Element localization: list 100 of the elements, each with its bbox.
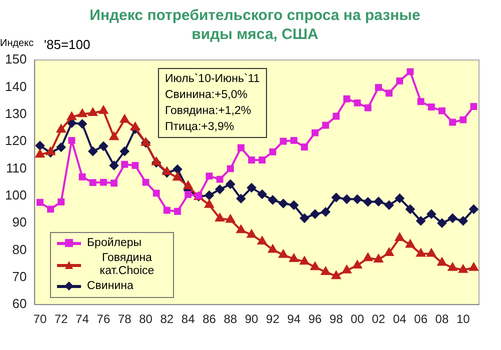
point bbox=[163, 206, 170, 214]
point bbox=[132, 162, 139, 169]
point bbox=[416, 248, 426, 257]
point bbox=[173, 164, 182, 174]
x-tick-label: 84 bbox=[181, 312, 196, 326]
point bbox=[78, 173, 86, 180]
point bbox=[100, 178, 107, 186]
y-tick-label: 140 bbox=[4, 78, 27, 94]
point bbox=[268, 244, 278, 253]
point bbox=[300, 256, 309, 265]
x-tick-label: 06 bbox=[414, 312, 428, 326]
x-tick-label: 72 bbox=[54, 312, 68, 326]
x-tick-label: 86 bbox=[202, 312, 216, 326]
legend-label: Говядина кат.Choice bbox=[98, 252, 156, 278]
x-tick-label: 92 bbox=[266, 312, 280, 326]
point bbox=[36, 150, 44, 158]
x-tick-label: 10 bbox=[456, 312, 470, 326]
y-axis-title: Индекс bbox=[0, 38, 34, 49]
point bbox=[343, 95, 350, 102]
point bbox=[68, 136, 76, 144]
x-tick-label: 08 bbox=[435, 312, 449, 326]
x-tick-label: 94 bbox=[287, 312, 301, 326]
point bbox=[384, 248, 394, 256]
point bbox=[312, 129, 319, 136]
point bbox=[78, 119, 87, 128]
point bbox=[416, 216, 426, 226]
point bbox=[375, 84, 382, 91]
point bbox=[67, 112, 76, 120]
point bbox=[458, 216, 468, 226]
point bbox=[110, 180, 118, 187]
point bbox=[121, 160, 128, 168]
point bbox=[98, 106, 108, 114]
point bbox=[46, 147, 56, 156]
point bbox=[300, 143, 308, 150]
point bbox=[173, 172, 182, 181]
point bbox=[352, 260, 362, 268]
point bbox=[396, 77, 404, 84]
point bbox=[58, 198, 65, 206]
point bbox=[469, 262, 478, 271]
point bbox=[174, 208, 181, 215]
point bbox=[321, 207, 330, 216]
point bbox=[363, 253, 372, 262]
point bbox=[448, 214, 458, 223]
point bbox=[152, 157, 161, 166]
point bbox=[88, 108, 98, 116]
x-tick-label: 74 bbox=[76, 312, 90, 326]
point bbox=[226, 180, 235, 189]
y-tick-label: 60 bbox=[12, 296, 27, 312]
point bbox=[110, 160, 119, 170]
point bbox=[236, 194, 246, 204]
point bbox=[269, 148, 276, 156]
point bbox=[236, 225, 246, 234]
point bbox=[332, 271, 341, 280]
point bbox=[460, 116, 467, 124]
point bbox=[342, 265, 352, 274]
point bbox=[437, 218, 446, 228]
y-tick-label: 110 bbox=[6, 160, 27, 176]
annotation: Свинина:+5,0% bbox=[165, 88, 248, 103]
point bbox=[258, 156, 266, 164]
x-tick-label: 00 bbox=[350, 312, 364, 326]
point bbox=[417, 98, 424, 106]
point bbox=[36, 198, 44, 206]
point bbox=[89, 179, 96, 186]
point bbox=[184, 181, 193, 190]
point bbox=[204, 190, 214, 200]
point bbox=[374, 197, 383, 206]
point bbox=[278, 199, 288, 208]
point bbox=[470, 103, 478, 110]
point bbox=[152, 190, 160, 197]
point bbox=[88, 146, 98, 156]
x-tick-label: 78 bbox=[118, 312, 132, 326]
point bbox=[395, 194, 404, 203]
point bbox=[258, 236, 267, 245]
point bbox=[206, 172, 213, 180]
point bbox=[332, 112, 340, 120]
point bbox=[364, 104, 372, 112]
y-tick-label: 90 bbox=[12, 214, 27, 230]
point bbox=[290, 136, 298, 144]
x-tick-label: 70 bbox=[33, 312, 47, 326]
point bbox=[469, 204, 478, 214]
point bbox=[184, 191, 192, 198]
legend-label: Бройлеры bbox=[87, 237, 142, 250]
y-tick-label: 150 bbox=[4, 52, 27, 67]
point bbox=[120, 146, 130, 156]
point bbox=[406, 204, 415, 214]
point bbox=[162, 166, 172, 175]
point bbox=[322, 122, 330, 129]
point bbox=[142, 178, 150, 186]
point bbox=[289, 200, 298, 210]
point bbox=[406, 68, 414, 76]
annotation: Июль`10-Июнь`11 bbox=[165, 72, 260, 87]
y-tick-label: 100 bbox=[4, 187, 27, 202]
point bbox=[238, 144, 244, 152]
x-tick-label: 76 bbox=[96, 312, 110, 326]
y-tick-label: 70 bbox=[12, 269, 27, 284]
point bbox=[321, 266, 330, 275]
x-tick-label: 98 bbox=[330, 312, 344, 326]
point bbox=[226, 214, 235, 223]
point bbox=[352, 194, 362, 204]
point bbox=[130, 122, 140, 130]
